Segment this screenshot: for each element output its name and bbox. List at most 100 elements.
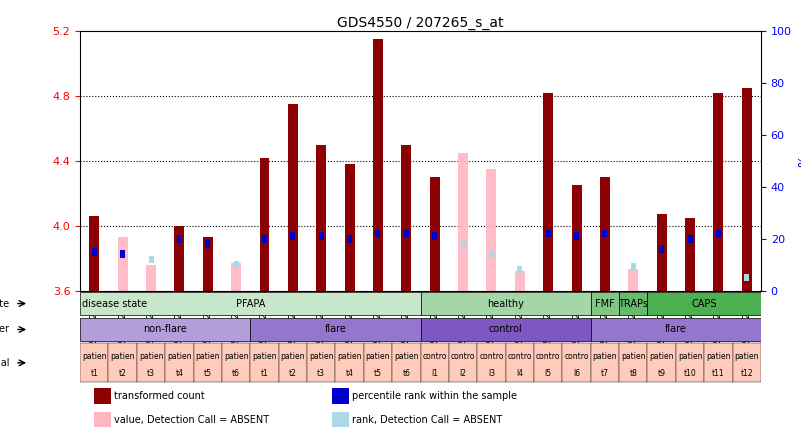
Text: l1: l1: [431, 369, 438, 377]
FancyBboxPatch shape: [619, 292, 647, 315]
Text: t10: t10: [683, 369, 696, 377]
Text: l5: l5: [545, 369, 552, 377]
Bar: [262, 235, 267, 242]
Bar: [344, 164, 355, 290]
Bar: [628, 270, 638, 290]
Bar: [631, 263, 636, 271]
Text: FMF: FMF: [595, 298, 615, 309]
Bar: [685, 218, 695, 290]
Bar: [401, 145, 411, 290]
Text: l4: l4: [517, 369, 523, 377]
Bar: [175, 226, 184, 290]
Bar: [260, 158, 269, 290]
Text: t4: t4: [345, 369, 353, 377]
FancyBboxPatch shape: [647, 292, 761, 315]
Bar: [332, 388, 349, 404]
Text: t3: t3: [147, 369, 155, 377]
Bar: [687, 235, 693, 242]
Text: patien: patien: [735, 352, 759, 361]
Bar: [486, 169, 497, 290]
Bar: [714, 93, 723, 290]
Y-axis label: %: %: [797, 155, 801, 167]
FancyBboxPatch shape: [80, 292, 421, 315]
Bar: [517, 266, 522, 274]
Text: contro: contro: [451, 352, 475, 361]
FancyBboxPatch shape: [676, 343, 704, 382]
FancyBboxPatch shape: [421, 292, 590, 315]
Text: patien: patien: [309, 352, 333, 361]
FancyBboxPatch shape: [619, 343, 647, 382]
FancyBboxPatch shape: [279, 343, 307, 382]
Text: t2: t2: [289, 369, 297, 377]
Bar: [716, 230, 721, 238]
Text: t2: t2: [119, 369, 127, 377]
Text: patien: patien: [223, 352, 248, 361]
FancyBboxPatch shape: [307, 343, 336, 382]
Text: patien: patien: [394, 352, 419, 361]
FancyBboxPatch shape: [505, 343, 534, 382]
Text: t6: t6: [232, 369, 240, 377]
Text: t1: t1: [91, 369, 99, 377]
Bar: [572, 185, 582, 290]
Text: contro: contro: [422, 352, 447, 361]
Text: patien: patien: [167, 352, 191, 361]
Text: t9: t9: [658, 369, 666, 377]
Bar: [347, 235, 352, 242]
Text: disease state: disease state: [82, 298, 147, 309]
Text: t11: t11: [712, 369, 725, 377]
FancyBboxPatch shape: [165, 343, 194, 382]
Bar: [458, 153, 468, 290]
FancyBboxPatch shape: [222, 343, 250, 382]
Bar: [657, 214, 666, 290]
FancyBboxPatch shape: [364, 343, 392, 382]
Bar: [602, 230, 607, 238]
Bar: [146, 265, 156, 290]
Bar: [92, 248, 97, 256]
Text: patien: patien: [706, 352, 731, 361]
Text: t8: t8: [630, 369, 638, 377]
Bar: [404, 230, 409, 238]
Text: contro: contro: [536, 352, 561, 361]
Text: t3: t3: [317, 369, 325, 377]
Text: patien: patien: [650, 352, 674, 361]
Text: l3: l3: [488, 369, 495, 377]
FancyBboxPatch shape: [108, 343, 137, 382]
Bar: [94, 388, 111, 404]
Bar: [574, 232, 579, 240]
Bar: [319, 232, 324, 240]
Text: flare: flare: [324, 325, 346, 334]
Text: t6: t6: [402, 369, 410, 377]
Text: patien: patien: [111, 352, 135, 361]
FancyBboxPatch shape: [733, 343, 761, 382]
Text: other: other: [0, 325, 9, 334]
Text: contro: contro: [508, 352, 532, 361]
Bar: [120, 250, 125, 258]
Text: t7: t7: [601, 369, 609, 377]
Bar: [148, 256, 154, 263]
Text: CAPS: CAPS: [691, 298, 717, 309]
Bar: [316, 145, 326, 290]
Text: l6: l6: [573, 369, 580, 377]
FancyBboxPatch shape: [421, 343, 449, 382]
Bar: [118, 237, 127, 290]
Bar: [177, 235, 182, 242]
Bar: [545, 230, 550, 238]
FancyBboxPatch shape: [477, 343, 505, 382]
Text: disease state: disease state: [0, 298, 9, 309]
Text: l2: l2: [460, 369, 466, 377]
Bar: [373, 39, 383, 290]
Title: GDS4550 / 207265_s_at: GDS4550 / 207265_s_at: [337, 16, 504, 30]
FancyBboxPatch shape: [647, 343, 676, 382]
FancyBboxPatch shape: [421, 318, 590, 341]
FancyBboxPatch shape: [80, 318, 250, 341]
FancyBboxPatch shape: [250, 343, 279, 382]
FancyBboxPatch shape: [590, 292, 619, 315]
FancyBboxPatch shape: [534, 343, 562, 382]
Text: patien: patien: [280, 352, 305, 361]
Text: patien: patien: [621, 352, 646, 361]
Bar: [600, 177, 610, 290]
Bar: [659, 245, 664, 253]
Text: t1: t1: [260, 369, 268, 377]
Text: patien: patien: [195, 352, 220, 361]
Bar: [288, 104, 298, 290]
